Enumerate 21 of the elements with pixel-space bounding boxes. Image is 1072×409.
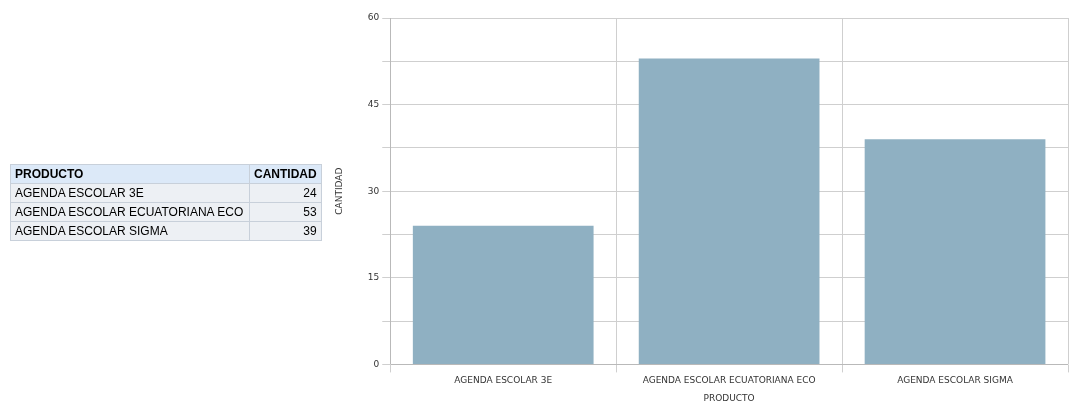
bar (638, 58, 820, 364)
bar (864, 139, 1046, 364)
text: 39 (303, 224, 317, 238)
x-tick-label: AGENDA ESCOLAR 3E (454, 375, 553, 386)
x-tick-label: AGENDA ESCOLAR SIGMA (897, 375, 1014, 386)
category-label: AGENDA ESCOLAR SIGMA (10, 221, 250, 241)
y-tick-label: 30 (367, 185, 380, 196)
bar (412, 225, 594, 364)
category-label: AGENDA ESCOLAR 3E (10, 183, 250, 203)
y-tick-label: 60 (367, 12, 380, 23)
text: 53 (303, 205, 317, 219)
y-tick-label: 0 (373, 358, 380, 369)
y-tick-label: 15 (367, 272, 380, 283)
text: CANTIDAD (249, 164, 322, 184)
x-axis-title: PRODUCTO (703, 392, 755, 403)
category-label: AGENDA ESCOLAR ECUATORIANA ECO (10, 202, 250, 222)
y-axis-title: CANTIDAD (333, 167, 344, 215)
text: PRODUCTO (10, 164, 250, 184)
x-tick-label: AGENDA ESCOLAR ECUATORIANA ECO (642, 375, 816, 386)
text: 24 (303, 186, 317, 200)
y-tick-label: 45 (367, 98, 380, 109)
